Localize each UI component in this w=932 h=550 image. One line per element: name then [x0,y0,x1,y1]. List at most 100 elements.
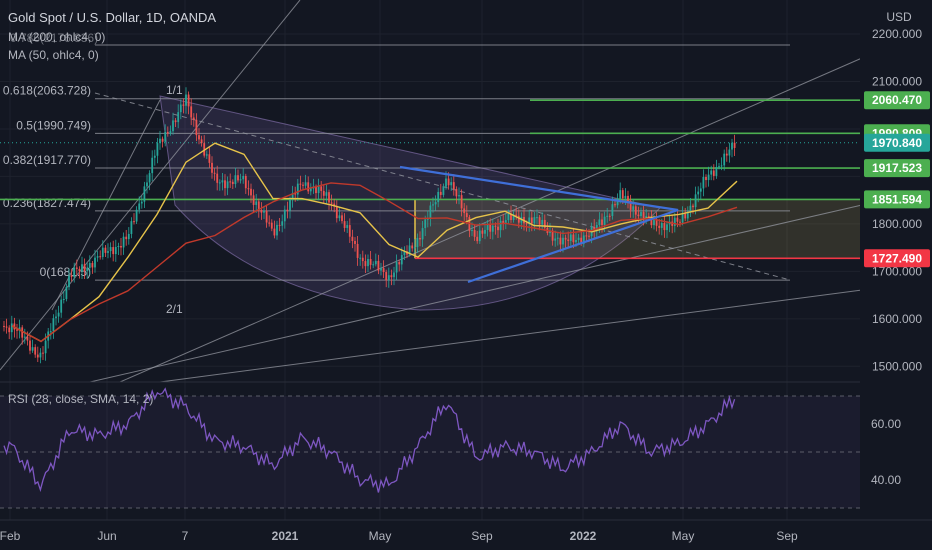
candle [309,188,312,192]
candle [73,267,76,277]
candle [211,162,213,173]
price-tick: 2200.000 [872,27,922,41]
candle [616,198,619,206]
candle [382,268,385,273]
candle [52,318,55,332]
price-badge [864,159,930,178]
candle [182,104,185,106]
candle [60,299,63,313]
rsi-line [3,387,736,493]
price-badge [864,249,930,268]
candle [104,247,107,253]
candle [556,237,559,239]
candle [190,106,193,118]
rsi-tick: 40.00 [871,473,901,487]
candle [538,217,541,225]
candle [676,217,679,222]
price-badge-label: 1970.840 [872,136,922,150]
candle [172,120,174,132]
candle [673,217,676,226]
candle [164,131,167,142]
candle [26,336,29,341]
time-tick: May [672,529,695,543]
candle [354,240,356,244]
candle [718,166,720,168]
fib-label: 0.5(1990.749) [16,118,91,132]
candle [580,237,583,244]
candle [255,201,258,205]
candle [8,327,11,333]
candle [341,215,343,222]
candle [65,287,68,299]
candle [655,219,658,226]
candle [112,247,115,255]
candle [460,195,463,209]
consolidation-box [415,199,860,259]
candle [203,143,206,156]
candle [559,237,562,245]
rsi-band [0,396,860,508]
price-badge [864,190,930,209]
candle [393,272,395,278]
candle [416,237,419,248]
candle [429,205,432,219]
ma50-line [11,142,738,343]
fan-label: 1/1 [166,83,183,97]
dashed-trendline [94,92,791,281]
candle [107,251,109,253]
candle [140,201,143,204]
candle [16,329,18,331]
candle [299,183,302,185]
symbol-title[interactable]: Gold Spot / U.S. Dollar, 1D, OANDA [8,10,217,25]
candle [634,206,637,215]
candle [679,221,681,223]
candle [252,195,255,205]
candle [689,205,692,212]
candle [715,167,718,176]
candle [549,230,551,233]
candle [684,213,687,219]
candle [517,215,520,223]
candle [198,135,200,140]
candle [130,221,133,234]
candle [213,172,216,174]
candle [603,216,606,225]
candle [348,225,351,237]
candle [99,256,102,258]
candle [419,237,421,240]
candle [478,230,481,242]
fan-label: 2/1 [166,302,183,316]
ma200-line [11,182,738,343]
candle [439,191,442,195]
candle [39,352,42,358]
candle [138,203,141,210]
candle [75,267,78,269]
candle [411,245,414,249]
rsi-legend[interactable]: RSI (28, close, SMA, 14, 2) [8,392,154,406]
candle [229,181,232,183]
price-badge-label: 2060.470 [872,93,922,107]
candle [289,199,291,211]
candle [86,267,89,271]
ma50-legend[interactable]: MA (50, ohlc4, 0) [8,48,99,62]
price-badge [864,91,930,110]
candle [169,131,172,134]
candle [268,222,271,224]
candle [44,340,47,354]
candle [606,215,609,217]
candle [437,191,440,203]
candle [200,139,203,144]
candle [101,247,104,257]
candle [567,239,570,241]
candle [34,347,37,355]
time-tick: Feb [0,529,21,543]
candle [120,245,122,248]
ma200-legend[interactable]: MA (200, ohlc4, 0) [8,30,106,44]
candle [260,210,263,213]
candle [278,224,281,226]
candle [356,243,359,258]
price-tick: 1700.000 [872,264,922,278]
candle [601,219,603,225]
candle [408,245,411,255]
